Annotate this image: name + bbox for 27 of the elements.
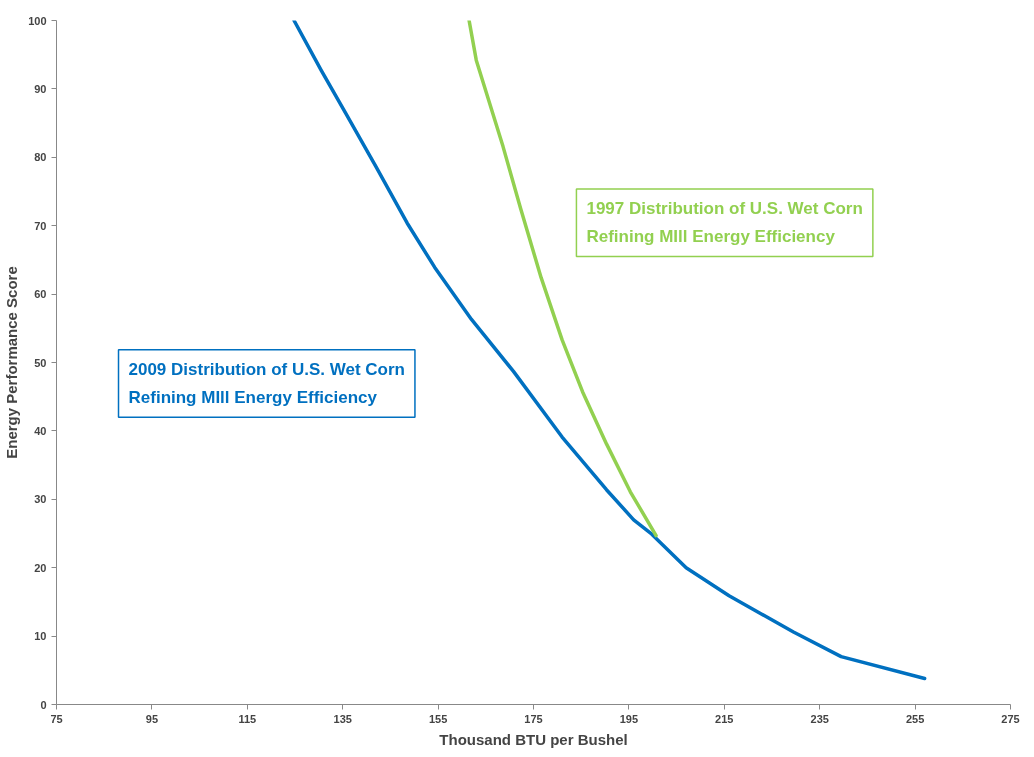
- x-tick-label: 255: [905, 712, 925, 725]
- y-tick-label: 90: [34, 82, 47, 95]
- x-tick-label: 275: [1001, 712, 1020, 725]
- x-tick-label: 175: [524, 712, 543, 725]
- y-tick-label: 50: [34, 356, 47, 369]
- x-tick-label: 135: [333, 712, 352, 725]
- y-tick-label: 20: [34, 561, 47, 574]
- x-axis-title: Thousand BTU per Bushel: [439, 730, 628, 748]
- x-tick-label: 195: [619, 712, 639, 725]
- y-tick-label: 10: [34, 630, 47, 643]
- y-tick-label: 30: [34, 493, 47, 506]
- x-tick-label: 75: [50, 712, 63, 725]
- text: 1997 Distribution of U.S. Wet Corn Refining MIll Energy Efficiency: [586, 198, 863, 247]
- y-tick-label: 60: [34, 288, 47, 301]
- x-tick-label: 155: [428, 712, 448, 725]
- y-tick-label: 100: [28, 14, 47, 27]
- y-tick-label: 70: [34, 219, 47, 232]
- line-series: [292, 20, 927, 681]
- text: 2009 Distribution of U.S. Wet Corn Refining MIll Energy Efficiency: [128, 359, 405, 408]
- y-tick-label: 80: [34, 151, 47, 164]
- x-tick-label: 95: [145, 712, 159, 725]
- y-tick-label: 0: [40, 698, 47, 711]
- y-axis-title: Energy Performance Score: [3, 266, 21, 459]
- x-tick-label: 235: [810, 712, 829, 725]
- y-tick-label: 40: [34, 424, 47, 437]
- x-tick-label: 115: [238, 712, 257, 725]
- x-tick-label: 215: [715, 712, 734, 725]
